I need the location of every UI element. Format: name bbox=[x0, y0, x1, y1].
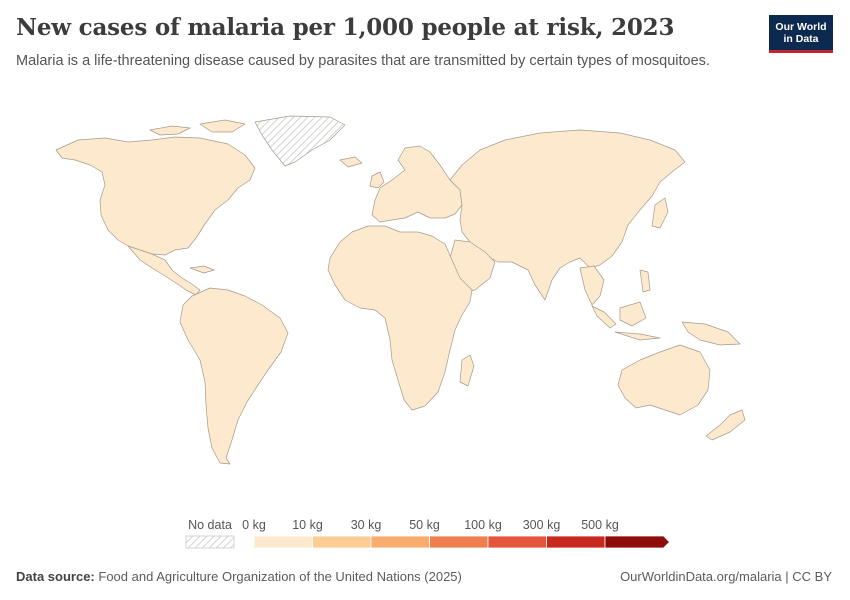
legend-label-2: 10 kg bbox=[292, 518, 323, 532]
region-java[interactable] bbox=[614, 331, 661, 341]
region-japan[interactable] bbox=[651, 197, 669, 229]
region-southeast-asia[interactable] bbox=[579, 265, 605, 306]
legend-label-3: 30 kg bbox=[351, 518, 382, 532]
region-africa[interactable] bbox=[327, 225, 473, 411]
region-iceland[interactable] bbox=[339, 156, 363, 168]
chart-title: New cases of malaria per 1,000 people at… bbox=[16, 14, 675, 41]
world-map bbox=[55, 115, 746, 465]
legend-labels: 0 kg 10 kg 30 kg 50 kg 100 kg 300 kg 500 kg bbox=[242, 518, 619, 532]
region-caribbean[interactable] bbox=[189, 265, 215, 274]
region-australia[interactable] bbox=[617, 344, 711, 416]
region-new-guinea[interactable] bbox=[681, 321, 741, 346]
legend-bin-1[interactable] bbox=[253, 535, 313, 549]
region-philippines[interactable] bbox=[639, 269, 651, 293]
legend-bin-6[interactable] bbox=[546, 535, 606, 549]
legend-bin-2[interactable] bbox=[312, 535, 372, 549]
region-borneo[interactable] bbox=[619, 301, 647, 327]
legend-label-6: 300 kg bbox=[523, 518, 561, 532]
legend-bins bbox=[253, 535, 671, 549]
legend-label-7: 500 kg bbox=[581, 518, 619, 532]
region-british-isles[interactable] bbox=[369, 171, 385, 189]
legend-bin-7[interactable] bbox=[604, 535, 671, 549]
region-south-america[interactable] bbox=[179, 287, 289, 465]
region-europe[interactable] bbox=[371, 145, 463, 223]
chart-subtitle: Malaria is a life-threatening disease ca… bbox=[16, 53, 710, 69]
data-source-note: Data source: Food and Agriculture Organi… bbox=[16, 569, 462, 584]
owid-logo[interactable]: Our World in Data bbox=[769, 15, 833, 53]
legend-label-4: 50 kg bbox=[409, 518, 440, 532]
region-central-america[interactable] bbox=[127, 245, 201, 296]
data-source-text: Food and Agriculture Organization of the… bbox=[98, 569, 462, 584]
data-source-label: Data source: bbox=[16, 569, 95, 584]
region-north-america[interactable] bbox=[55, 136, 256, 256]
legend-label-1: 0 kg bbox=[242, 518, 266, 532]
legend-bin-3[interactable] bbox=[370, 535, 430, 549]
map-land bbox=[55, 115, 746, 465]
region-arctic-islands[interactable] bbox=[149, 125, 191, 136]
legend-label-5: 100 kg bbox=[464, 518, 502, 532]
logo-line-1: Our World bbox=[775, 20, 827, 33]
legend-no-data-swatch bbox=[185, 535, 235, 549]
legend-bin-5[interactable] bbox=[487, 535, 547, 549]
legend-no-data-label: No data bbox=[188, 518, 232, 532]
source-url[interactable]: OurWorldinData.org/malaria | CC BY bbox=[620, 569, 832, 584]
legend-bin-4[interactable] bbox=[429, 535, 489, 549]
region-sumatra[interactable] bbox=[591, 305, 617, 329]
region-arctic-islands-2[interactable] bbox=[199, 119, 246, 133]
map-legend: No data 0 kg 10 kg 30 kg 50 kg 100 kg 300 kg 5… bbox=[185, 518, 671, 549]
logo-line-2: in Data bbox=[783, 32, 819, 45]
region-new-zealand[interactable] bbox=[705, 409, 746, 441]
region-madagascar[interactable] bbox=[459, 354, 475, 387]
region-greenland[interactable] bbox=[254, 115, 346, 167]
